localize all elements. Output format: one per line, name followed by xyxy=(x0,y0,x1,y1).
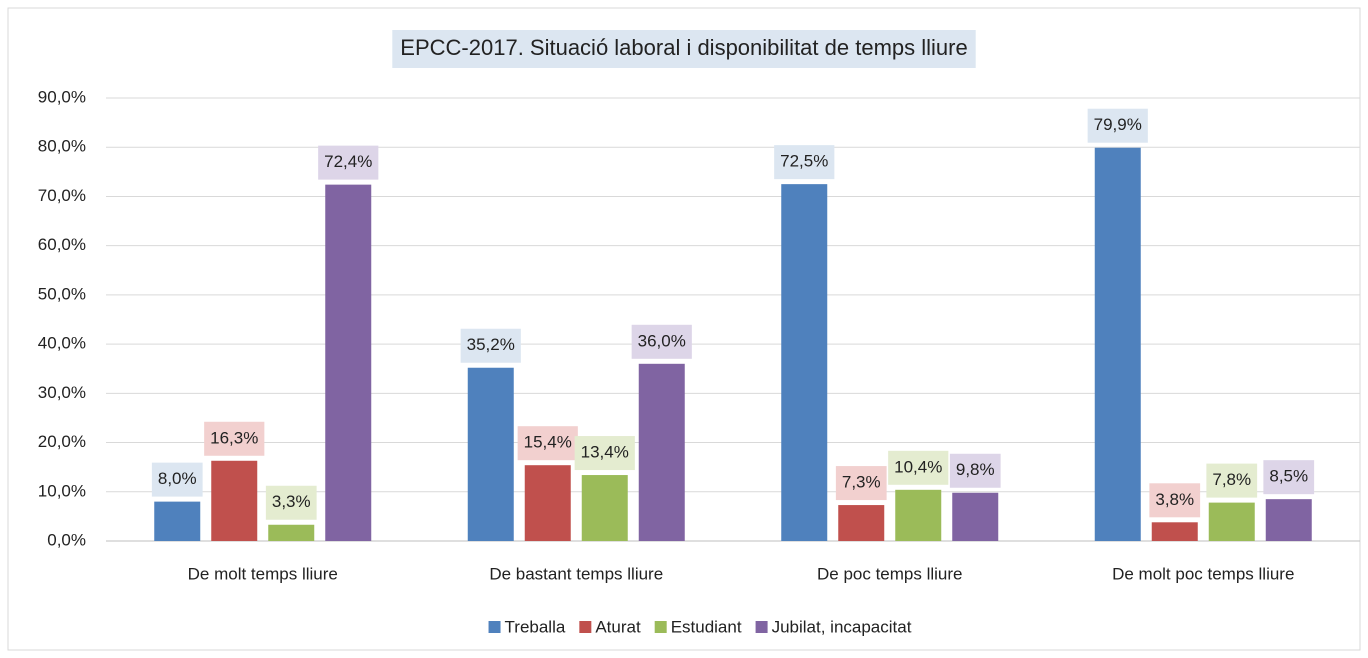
value-label: 3,8% xyxy=(1155,490,1194,509)
bar xyxy=(1151,522,1198,541)
y-tick-label: 60,0% xyxy=(38,235,86,254)
y-tick-label: 30,0% xyxy=(38,383,86,402)
x-tick-label: De molt temps lliure xyxy=(188,564,338,583)
value-label: 35,2% xyxy=(467,335,515,354)
value-label-background xyxy=(318,145,379,180)
y-tick-label: 40,0% xyxy=(38,334,86,353)
value-label-background xyxy=(774,145,835,180)
value-label-background xyxy=(835,466,887,501)
value-label-background xyxy=(151,462,203,497)
y-tick-label: 70,0% xyxy=(38,186,86,205)
value-label: 7,3% xyxy=(842,473,881,492)
bar xyxy=(1265,499,1312,541)
legend-swatch xyxy=(579,621,592,633)
legend-swatch xyxy=(755,621,768,633)
bar xyxy=(268,524,315,541)
value-label-background xyxy=(1149,483,1201,518)
value-label-background xyxy=(631,324,692,359)
value-label-background xyxy=(517,426,578,461)
value-label: 9,8% xyxy=(956,460,995,479)
value-label: 10,4% xyxy=(894,457,942,476)
y-tick-label: 90,0% xyxy=(38,87,86,106)
legend-label: Treballa xyxy=(505,617,566,636)
x-tick-label: De molt poc temps lliure xyxy=(1112,564,1294,583)
value-label: 72,4% xyxy=(324,152,372,171)
value-label: 7,8% xyxy=(1212,470,1251,489)
bar xyxy=(1208,502,1255,541)
value-label-background xyxy=(204,421,265,456)
value-label: 36,0% xyxy=(638,331,686,350)
value-label: 16,3% xyxy=(210,428,258,447)
legend-label: Jubilat, incapacitat xyxy=(772,617,912,636)
bar xyxy=(638,363,685,541)
value-label-background xyxy=(1087,108,1148,143)
bar xyxy=(581,475,628,541)
legend-label: Estudiant xyxy=(671,617,742,636)
bar xyxy=(524,465,571,541)
y-tick-label: 20,0% xyxy=(38,432,86,451)
y-tick-label: 80,0% xyxy=(38,137,86,156)
bar xyxy=(952,492,999,541)
value-label: 15,4% xyxy=(524,433,572,452)
bar xyxy=(895,489,942,541)
value-label: 13,4% xyxy=(581,443,629,462)
value-label: 8,5% xyxy=(1269,467,1308,486)
bar xyxy=(467,367,514,541)
bar xyxy=(781,184,828,541)
value-label-background xyxy=(574,436,635,471)
bar xyxy=(838,505,885,541)
value-label-background xyxy=(1206,463,1258,498)
value-label: 3,3% xyxy=(272,492,311,511)
title-background xyxy=(392,30,976,68)
y-tick-label: 0,0% xyxy=(47,530,86,549)
value-label-background xyxy=(949,453,1001,488)
value-label: 72,5% xyxy=(780,152,828,171)
x-tick-label: De bastant temps lliure xyxy=(489,564,663,583)
bar xyxy=(1094,147,1141,541)
value-label: 79,9% xyxy=(1094,115,1142,134)
value-label-background xyxy=(265,485,317,520)
value-label-background xyxy=(888,450,949,485)
bar xyxy=(211,460,258,541)
chart-title: EPCC-2017. Situació laboral i disponibil… xyxy=(400,35,967,60)
y-tick-label: 50,0% xyxy=(38,284,86,303)
bar xyxy=(325,184,372,541)
x-tick-label: De poc temps lliure xyxy=(817,564,963,583)
y-tick-label: 10,0% xyxy=(38,481,86,500)
legend-swatch xyxy=(488,621,501,633)
bar xyxy=(154,501,201,541)
legend-label: Aturat xyxy=(595,617,641,636)
value-label: 8,0% xyxy=(158,469,197,488)
legend-swatch xyxy=(654,621,667,633)
value-label-background xyxy=(460,328,521,363)
value-label-background xyxy=(1263,460,1315,495)
